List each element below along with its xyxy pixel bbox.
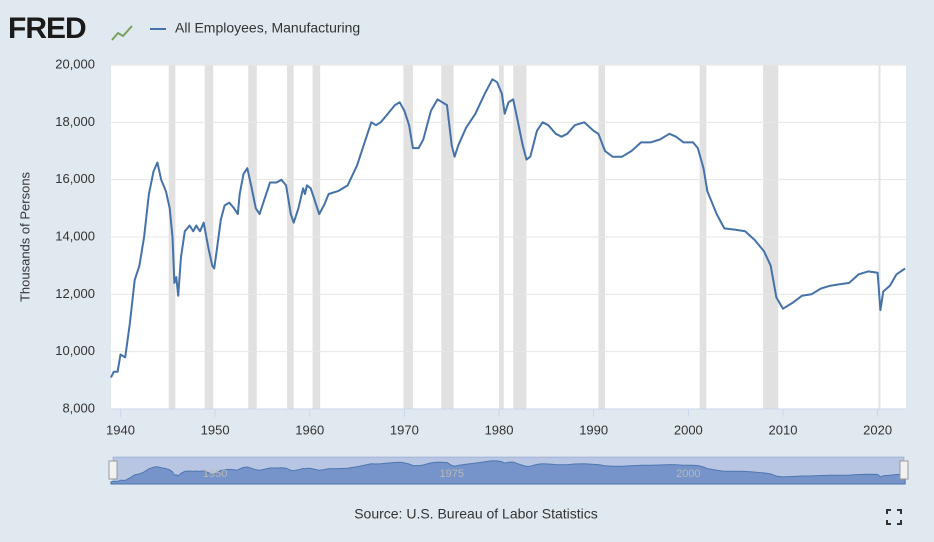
navigator-tick-label: 2000 (676, 468, 700, 480)
x-tick-label: 1950 (201, 422, 230, 437)
navigator-handle[interactable] (899, 460, 909, 480)
source: Source: U.S. Bureau of Labor Statistics (354, 506, 598, 522)
fullscreen-icon[interactable] (886, 509, 902, 525)
series-line (110, 78, 906, 378)
navigator-tick-label: 1975 (439, 468, 463, 480)
x-tick-label: 2010 (769, 422, 798, 437)
y-tick-label: 12,000 (55, 286, 95, 301)
x-tick-label: 2020 (863, 422, 892, 437)
navigator-area (110, 460, 906, 485)
x-tick-label: 2000 (674, 422, 703, 437)
x-tick-label: 1970 (390, 422, 419, 437)
x-tick-label: 1960 (295, 422, 324, 437)
logo-icon (111, 25, 133, 41)
y-tick-label: 10,000 (55, 343, 95, 358)
y-tick-label: 16,000 (55, 171, 95, 186)
y-tick-label: 14,000 (55, 228, 95, 243)
navigator-handle[interactable] (108, 460, 118, 480)
y-tick-label: 8,000 (62, 400, 95, 415)
legend-label: All Employees, Manufacturing (175, 20, 360, 36)
y-tick-label: 20,000 (55, 56, 95, 71)
x-tick-label: 1990 (579, 422, 608, 437)
y-tick-label: 18,000 (55, 114, 95, 129)
x-tick-label: 1980 (485, 422, 514, 437)
navigator-mask (113, 457, 904, 484)
y-axis-label: Thousands of Persons (17, 171, 32, 302)
navigator-tick-label: 1950 (203, 468, 227, 480)
x-tick-label: 1940 (106, 422, 135, 437)
logo: FRED (8, 12, 86, 45)
